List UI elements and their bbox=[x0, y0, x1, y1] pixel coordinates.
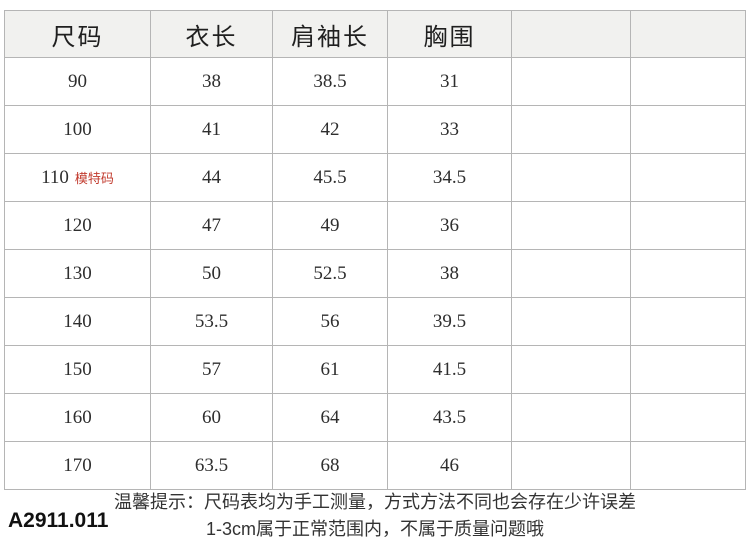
cell-size: 120 bbox=[4, 201, 151, 250]
cell-length: 60 bbox=[150, 393, 273, 442]
cell-empty bbox=[630, 57, 746, 106]
size-value: 90 bbox=[68, 70, 87, 92]
size-value: 150 bbox=[63, 358, 92, 380]
size-value: 140 bbox=[63, 310, 92, 332]
cell-size: 160 bbox=[4, 393, 151, 442]
cell-shoulder-sleeve: 49 bbox=[272, 201, 388, 250]
cell-size: 110 模特码 bbox=[4, 153, 151, 202]
size-value: 110 bbox=[41, 166, 69, 188]
column-header-empty-2 bbox=[630, 10, 746, 58]
size-value: 130 bbox=[63, 262, 92, 284]
table-row: 170 63.5 68 46 bbox=[4, 441, 746, 490]
cell-empty bbox=[511, 201, 631, 250]
cell-empty bbox=[630, 153, 746, 202]
cell-chest: 33 bbox=[387, 105, 512, 154]
table-row: 130 50 52.5 38 bbox=[4, 249, 746, 298]
cell-length: 47 bbox=[150, 201, 273, 250]
header-row: 尺码 衣长 肩袖长 胸围 bbox=[4, 10, 746, 58]
cell-shoulder-sleeve: 38.5 bbox=[272, 57, 388, 106]
cell-shoulder-sleeve: 56 bbox=[272, 297, 388, 346]
cell-size: 170 bbox=[4, 441, 151, 490]
cell-empty bbox=[630, 201, 746, 250]
measurement-disclaimer: 温馨提示：尺码表均为手工测量，方式方法不同也会存在少许误差 1-3cm属于正常范… bbox=[0, 489, 750, 543]
table-row: 150 57 61 41.5 bbox=[4, 345, 746, 394]
cell-empty bbox=[511, 105, 631, 154]
cell-size: 100 bbox=[4, 105, 151, 154]
cell-shoulder-sleeve: 64 bbox=[272, 393, 388, 442]
table-row: 160 60 64 43.5 bbox=[4, 393, 746, 442]
cell-length: 57 bbox=[150, 345, 273, 394]
cell-length: 63.5 bbox=[150, 441, 273, 490]
cell-empty bbox=[511, 441, 631, 490]
cell-empty bbox=[511, 297, 631, 346]
cell-length: 38 bbox=[150, 57, 273, 106]
cell-empty bbox=[511, 249, 631, 298]
size-value: 100 bbox=[63, 118, 92, 140]
cell-chest: 39.5 bbox=[387, 297, 512, 346]
cell-length: 44 bbox=[150, 153, 273, 202]
cell-empty bbox=[630, 393, 746, 442]
cell-shoulder-sleeve: 52.5 bbox=[272, 249, 388, 298]
disclaimer-line-2: 1-3cm属于正常范围内，不属于质量问题哦 bbox=[205, 519, 544, 539]
table-row: 120 47 49 36 bbox=[4, 201, 746, 250]
cell-empty bbox=[511, 153, 631, 202]
product-code: A2911.011 bbox=[8, 509, 109, 532]
cell-empty bbox=[511, 345, 631, 394]
cell-empty bbox=[630, 105, 746, 154]
column-header-empty-1 bbox=[511, 10, 631, 58]
cell-length: 41 bbox=[150, 105, 273, 154]
cell-length: 50 bbox=[150, 249, 273, 298]
cell-chest: 34.5 bbox=[387, 153, 512, 202]
cell-size: 150 bbox=[4, 345, 151, 394]
cell-size: 140 bbox=[4, 297, 151, 346]
table-body: 90 38 38.5 31 100 41 42 33 110 模特码 44 45.5 34.5 120 47… bbox=[4, 57, 746, 490]
table-row: 100 41 42 33 bbox=[4, 105, 746, 154]
table-row: 90 38 38.5 31 bbox=[4, 57, 746, 106]
cell-empty bbox=[511, 57, 631, 106]
table-row: 110 模特码 44 45.5 34.5 bbox=[4, 153, 746, 202]
cell-shoulder-sleeve: 61 bbox=[272, 345, 388, 394]
cell-empty bbox=[630, 249, 746, 298]
cell-size: 90 bbox=[4, 57, 151, 106]
cell-chest: 43.5 bbox=[387, 393, 512, 442]
cell-chest: 31 bbox=[387, 57, 512, 106]
cell-size: 130 bbox=[4, 249, 151, 298]
cell-chest: 46 bbox=[387, 441, 512, 490]
cell-shoulder-sleeve: 68 bbox=[272, 441, 388, 490]
size-chart-table: 尺码 衣长 肩袖长 胸围 90 38 38.5 31 100 41 42 33 110 模特码 44 45.… bbox=[4, 10, 746, 490]
disclaimer-line-1: 温馨提示：尺码表均为手工测量，方式方法不同也会存在少许误差 bbox=[114, 492, 636, 512]
table-row: 140 53.5 56 39.5 bbox=[4, 297, 746, 346]
cell-empty bbox=[630, 441, 746, 490]
cell-chest: 41.5 bbox=[387, 345, 512, 394]
size-value: 120 bbox=[63, 214, 92, 236]
cell-length: 53.5 bbox=[150, 297, 273, 346]
cell-empty bbox=[630, 297, 746, 346]
size-value: 170 bbox=[63, 454, 92, 476]
column-header-shoulder-sleeve: 肩袖长 bbox=[272, 10, 388, 58]
size-value: 160 bbox=[63, 406, 92, 428]
cell-chest: 36 bbox=[387, 201, 512, 250]
model-size-note: 模特码 bbox=[74, 170, 114, 186]
cell-shoulder-sleeve: 42 bbox=[272, 105, 388, 154]
column-header-length: 衣长 bbox=[150, 10, 273, 58]
cell-chest: 38 bbox=[387, 249, 512, 298]
column-header-chest: 胸围 bbox=[387, 10, 512, 58]
cell-empty bbox=[630, 345, 746, 394]
cell-empty bbox=[511, 393, 631, 442]
column-header-size: 尺码 bbox=[4, 10, 151, 58]
cell-shoulder-sleeve: 45.5 bbox=[272, 153, 388, 202]
